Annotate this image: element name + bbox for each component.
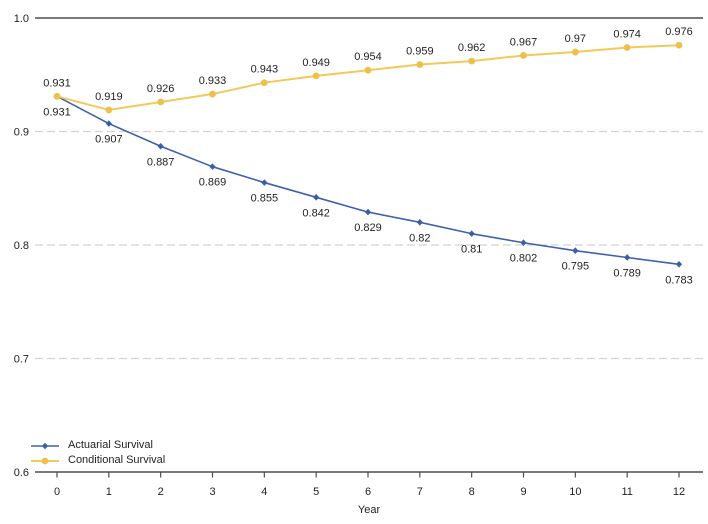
data-point-label: 0.789 xyxy=(613,267,641,279)
data-point-marker xyxy=(624,254,631,261)
data-point-marker xyxy=(105,106,113,114)
data-point-label: 0.949 xyxy=(302,57,330,69)
data-point-marker xyxy=(364,208,372,216)
data-point-label: 0.919 xyxy=(95,91,123,103)
x-tick-label: 7 xyxy=(417,486,423,498)
data-point-label: 0.855 xyxy=(251,193,279,205)
data-point-label: 0.97 xyxy=(565,33,586,45)
x-tick-label: 5 xyxy=(313,486,319,498)
x-tick-label: 2 xyxy=(158,486,164,498)
legend-label-actuarial-survival: Actuarial Survival xyxy=(68,439,153,451)
data-point-label: 0.967 xyxy=(510,36,538,48)
data-point-marker xyxy=(572,247,579,254)
data-point-marker xyxy=(313,194,320,201)
x-axis-title: Year xyxy=(358,504,381,516)
x-tick-label: 10 xyxy=(569,486,581,498)
data-point-label: 0.81 xyxy=(461,244,482,256)
data-point-label: 0.931 xyxy=(43,77,71,89)
legend-label-conditional-survival: Conditional Survival xyxy=(68,454,166,466)
legend-item-actuarial-survival: Actuarial Survival xyxy=(30,438,165,453)
y-tick-label: 0.9 xyxy=(14,127,29,139)
data-point-label: 0.829 xyxy=(354,222,382,234)
data-point-marker xyxy=(571,48,579,56)
x-tick-label: 0 xyxy=(54,486,60,498)
data-point-marker xyxy=(209,163,216,170)
data-point-label: 0.795 xyxy=(562,261,590,273)
x-tick-label: 3 xyxy=(209,486,215,498)
data-point-label: 0.943 xyxy=(251,64,279,76)
actuarial-survival-swatch-icon xyxy=(31,442,59,449)
data-point-marker xyxy=(675,260,683,268)
y-tick-label: 0.7 xyxy=(14,354,29,366)
data-point-marker xyxy=(623,44,631,51)
x-tick-label: 8 xyxy=(469,486,475,498)
data-point-label: 0.974 xyxy=(613,29,641,41)
data-point-marker xyxy=(520,239,527,247)
y-tick-label: 0.6 xyxy=(14,467,29,479)
data-point-marker xyxy=(468,57,476,65)
data-point-label: 0.959 xyxy=(406,46,434,58)
data-point-marker xyxy=(53,92,61,100)
data-point-marker xyxy=(675,41,683,49)
x-tick-label: 4 xyxy=(261,486,267,498)
data-point-marker xyxy=(209,90,216,98)
data-point-marker xyxy=(261,179,268,186)
x-tick-label: 11 xyxy=(621,486,632,498)
legend-swatch-marker xyxy=(41,457,49,464)
data-point-label: 0.869 xyxy=(199,177,227,189)
data-point-marker xyxy=(416,61,424,68)
data-point-label: 0.842 xyxy=(302,207,330,219)
data-point-marker xyxy=(260,79,268,87)
x-tick-label: 9 xyxy=(520,486,526,498)
y-tick-label: 0.8 xyxy=(14,240,29,252)
legend-item-conditional-survival: Conditional Survival xyxy=(30,453,165,468)
data-point-label: 0.962 xyxy=(458,42,486,54)
data-point-marker xyxy=(364,66,372,74)
data-point-label: 0.933 xyxy=(199,75,227,87)
data-point-label: 0.887 xyxy=(147,156,175,168)
x-tick-label: 12 xyxy=(673,486,685,498)
data-point-marker xyxy=(157,142,164,150)
x-tick-label: 6 xyxy=(365,486,371,498)
legend: Actuarial Survival Conditional Survival xyxy=(30,438,165,468)
data-point-marker xyxy=(520,52,527,59)
data-point-label: 0.976 xyxy=(665,26,693,38)
data-point-label: 0.82 xyxy=(409,232,430,244)
series-line-actuarial-survival xyxy=(56,95,680,266)
data-point-label: 0.802 xyxy=(510,253,538,265)
data-point-marker xyxy=(157,98,165,106)
y-tick-label: 1.0 xyxy=(14,13,29,25)
data-point-marker xyxy=(312,72,320,80)
data-point-label: 0.926 xyxy=(147,83,175,95)
data-point-label: 0.783 xyxy=(665,274,693,286)
data-point-marker xyxy=(105,120,112,127)
legend-swatch-marker xyxy=(41,442,49,449)
data-point-label: 0.931 xyxy=(43,106,71,118)
data-point-label: 0.954 xyxy=(354,51,382,63)
data-point-marker xyxy=(468,230,475,237)
data-point-label: 0.907 xyxy=(95,134,123,146)
conditional-survival-swatch-icon xyxy=(31,457,59,464)
x-tick-label: 1 xyxy=(106,486,112,498)
data-point-marker xyxy=(416,219,423,226)
